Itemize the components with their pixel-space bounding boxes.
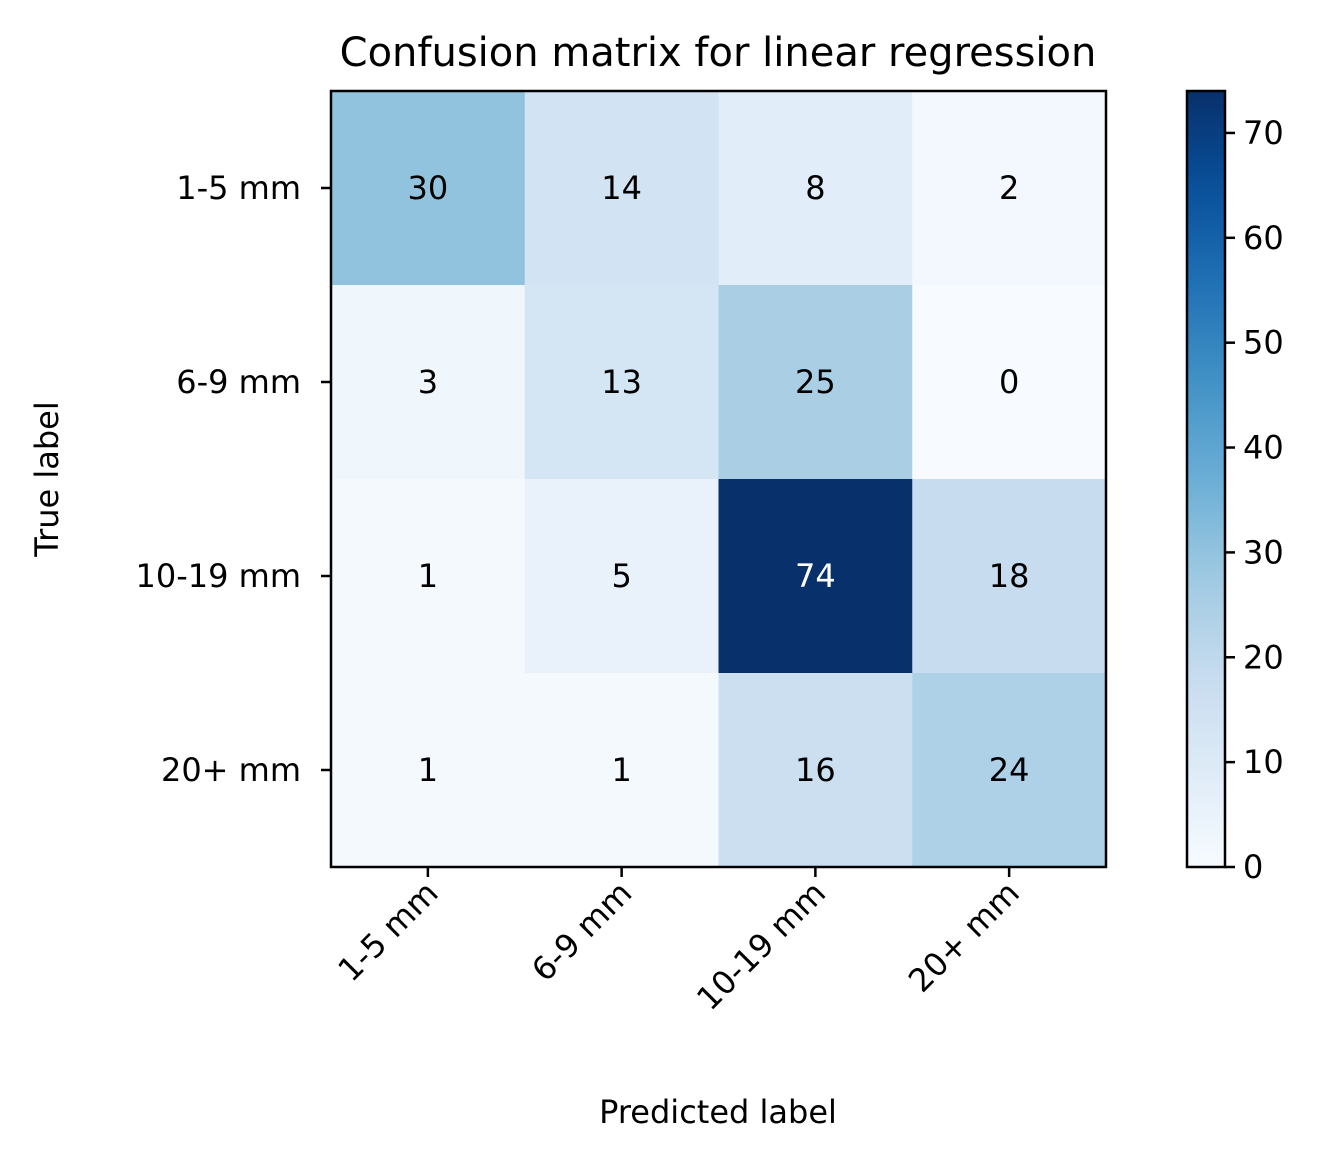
heatmap-cell [524,673,719,868]
y-axis-label: True label [28,401,66,558]
cell-value-label: 24 [989,751,1030,789]
cell-value-label: 13 [601,363,642,401]
heatmap-cell [912,673,1107,868]
heatmap-cell [718,673,913,868]
heatmap-cell [524,285,719,480]
colorbar-tick-label: 60 [1243,219,1284,257]
heatmap-cell [524,91,719,286]
y-tick-label: 6-9 mm [176,363,301,401]
cell-value-label: 16 [795,751,836,789]
chart-title: Confusion matrix for linear regression [340,30,1097,76]
y-tick-label: 1-5 mm [176,169,301,207]
cell-value-label: 74 [795,557,836,595]
colorbar-tick-label: 10 [1243,743,1284,781]
colorbar-tick-label: 0 [1243,848,1263,886]
cell-value-label: 25 [795,363,836,401]
heatmap-cell [718,479,913,674]
cell-value-label: 1 [611,751,631,789]
colorbar-frame [1185,89,1227,869]
x-tick-label: 1-5 mm [330,874,445,989]
heatmap-cell [331,285,526,480]
heatmap-cell [331,91,526,286]
cell-value-label: 14 [601,169,642,207]
heatmap-cell [524,479,719,674]
y-tick-label: 10-19 mm [136,557,302,595]
colorbar-ticks: 0 10 20 30 40 50 60 70 [1225,114,1284,886]
cell-value-label: 5 [611,557,631,595]
cell-value-label: 30 [408,169,449,207]
heatmap-cell [912,91,1107,286]
x-tick-label: 10-19 mm [689,874,833,1018]
colorbar-gradient [1187,91,1225,867]
y-tick-label: 20+ mm [161,751,301,789]
x-axis-label: Predicted label [599,1093,837,1131]
heatmap-cell [718,91,913,286]
colorbar-tick-label: 30 [1243,533,1284,571]
x-axis-ticks: 1-5 mm 6-9 mm 10-19 mm 20+ mm [330,867,1027,1018]
cell-value-label: 3 [418,363,438,401]
colorbar-tick-label: 50 [1243,324,1284,362]
heatmap-cell [912,479,1107,674]
plot-frame [329,89,1108,869]
colorbar-tick-label: 70 [1243,114,1284,152]
heatmap-cell [718,285,913,480]
colorbar-tick-label: 20 [1243,638,1284,676]
cell-value-label: 18 [989,557,1030,595]
cell-value-label: 1 [418,557,438,595]
heatmap-cell [331,673,526,868]
colorbar: 0 10 20 30 40 50 60 70 [1185,89,1284,886]
heatmap-cell [331,479,526,674]
heatmap-cells [331,91,1107,868]
x-tick-label: 6-9 mm [524,874,639,989]
colorbar-tick-label: 40 [1243,429,1284,467]
heatmap-cell-labels: 30 14 8 2 3 13 25 0 1 5 74 18 1 1 16 24 [408,169,1030,789]
cell-value-label: 2 [999,169,1019,207]
cell-value-label: 8 [805,169,825,207]
cell-value-label: 1 [418,751,438,789]
x-tick-label: 20+ mm [901,874,1027,1000]
y-axis-ticks: 1-5 mm 6-9 mm 10-19 mm 20+ mm [136,169,331,789]
heatmap-cell [912,285,1107,480]
cell-value-label: 0 [999,363,1019,401]
